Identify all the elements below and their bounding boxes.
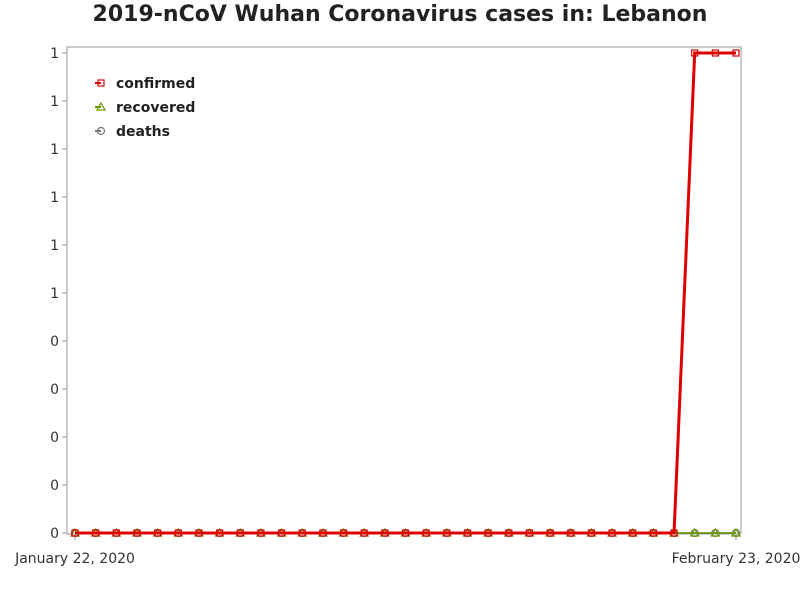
data-point-confirmed <box>649 529 657 537</box>
y-tick-label: 1 <box>50 238 59 254</box>
legend-marker-icon <box>95 101 107 111</box>
series-confirmed <box>71 49 740 537</box>
data-point-confirmed <box>587 529 596 537</box>
data-point-confirmed <box>381 529 389 537</box>
series-line-confirmed <box>75 51 736 535</box>
legend-label: deaths <box>116 124 170 140</box>
y-tick-label: 0 <box>50 526 59 542</box>
x-axis: January 22, 2020 February 23, 2020 <box>14 534 800 567</box>
data-point-confirmed <box>215 529 224 537</box>
data-point-confirmed <box>505 529 513 537</box>
y-tick-label: 1 <box>50 190 59 206</box>
legend: confirmed recovered deaths <box>95 76 195 140</box>
legend-label: recovered <box>116 100 195 116</box>
data-point-confirmed <box>339 529 348 537</box>
data-point-recovered <box>689 527 700 537</box>
data-point-confirmed <box>71 529 79 537</box>
legend-label: confirmed <box>116 76 195 92</box>
data-point-confirmed <box>195 529 203 537</box>
data-point-confirmed <box>629 529 637 537</box>
y-axis: 0 0 0 0 0 1 1 1 1 1 1 <box>50 46 67 542</box>
data-point-confirmed <box>463 529 472 537</box>
series-layer <box>69 49 742 538</box>
data-point-confirmed <box>401 529 410 537</box>
legend-marker-icon <box>96 126 106 136</box>
data-point-confirmed <box>484 529 492 537</box>
data-point-confirmed <box>298 529 306 537</box>
data-point-confirmed <box>608 529 616 537</box>
plot-frame <box>66 46 742 535</box>
y-tick-label: 0 <box>50 382 59 398</box>
data-point-confirmed <box>257 529 265 537</box>
y-tick-label: 0 <box>50 478 59 494</box>
data-point-confirmed <box>112 529 120 537</box>
chart-title: 2019-nCoV Wuhan Coronavirus cases in: Le… <box>92 2 708 27</box>
data-point-confirmed <box>236 529 244 537</box>
data-point-confirmed <box>133 529 141 537</box>
data-point-confirmed <box>360 529 368 537</box>
y-tick-label: 1 <box>50 286 59 302</box>
y-tick-label: 0 <box>50 430 59 446</box>
data-point-recovered <box>730 527 742 537</box>
legend-item-recovered: recovered <box>95 100 195 116</box>
y-tick-label: 0 <box>50 334 59 350</box>
data-point-confirmed <box>670 529 678 537</box>
y-tick-label: 1 <box>50 46 59 62</box>
data-point-confirmed <box>443 529 451 537</box>
data-point-recovered <box>710 527 721 537</box>
data-point-confirmed <box>567 529 575 537</box>
data-point-confirmed <box>546 529 554 537</box>
y-tick-label: 1 <box>50 94 59 110</box>
data-point-confirmed <box>154 529 162 537</box>
data-point-confirmed <box>92 529 100 537</box>
data-point-confirmed <box>277 529 286 537</box>
data-point-confirmed <box>711 49 719 57</box>
data-point-confirmed <box>732 49 740 57</box>
legend-item-confirmed: confirmed <box>95 76 195 92</box>
data-point-confirmed <box>525 529 534 537</box>
data-point-confirmed <box>422 529 430 537</box>
y-tick-label: 1 <box>50 142 59 158</box>
legend-item-deaths: deaths <box>95 124 170 140</box>
data-point-confirmed <box>691 49 699 57</box>
data-point-confirmed <box>319 529 327 537</box>
legend-marker-icon <box>97 79 105 87</box>
x-tick-label: January 22, 2020 <box>14 551 135 567</box>
x-tick-label: February 23, 2020 <box>672 551 800 567</box>
data-point-confirmed <box>174 529 182 537</box>
